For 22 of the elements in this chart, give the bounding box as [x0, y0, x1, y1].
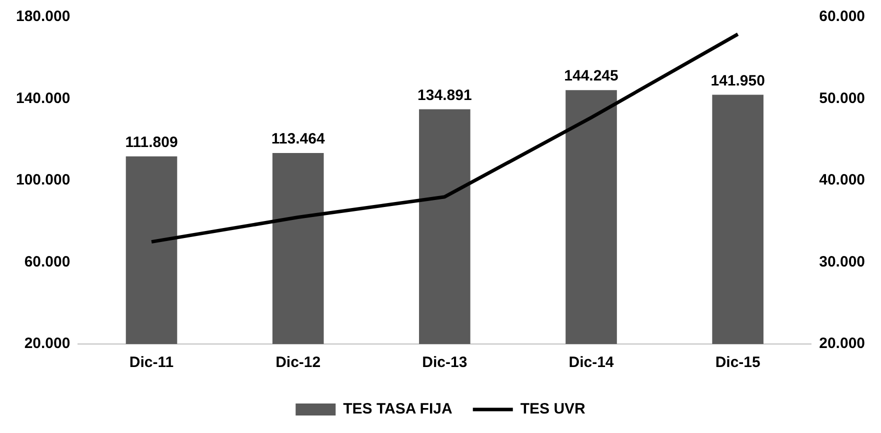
x-tick-label: Dic-14	[568, 354, 614, 372]
y-tick-label: 20.000	[24, 335, 70, 352]
legend-label: TES UVR	[520, 400, 586, 418]
x-tick-label: Dic-13	[422, 354, 468, 372]
y2-tick-label: 50.000	[819, 90, 866, 107]
y-tick-label: 180.000	[16, 8, 70, 26]
y-tick-label: 100.000	[16, 172, 70, 189]
x-tick-label: Dic-15	[715, 354, 760, 372]
data-label: 113.464	[271, 130, 326, 148]
data-label: 144.245	[564, 68, 618, 85]
y-tick-label: 60.000	[24, 253, 70, 270]
y2-tick-label: 30.000	[819, 253, 866, 270]
y2-tick-label: 60.000	[819, 8, 866, 26]
y2-tick-label: 20.000	[819, 335, 866, 352]
legend-label: TES TASA FIJA	[343, 400, 452, 418]
y-tick-label: 140.000	[16, 90, 70, 107]
data-label: 111.809	[125, 134, 178, 152]
x-tick-label: Dic-11	[129, 354, 174, 372]
y2-tick-label: 40.000	[819, 172, 866, 189]
x-tick-label: Dic-12	[276, 354, 321, 372]
data-label: 134.891	[418, 86, 472, 104]
data-label: 141.950	[710, 72, 765, 90]
